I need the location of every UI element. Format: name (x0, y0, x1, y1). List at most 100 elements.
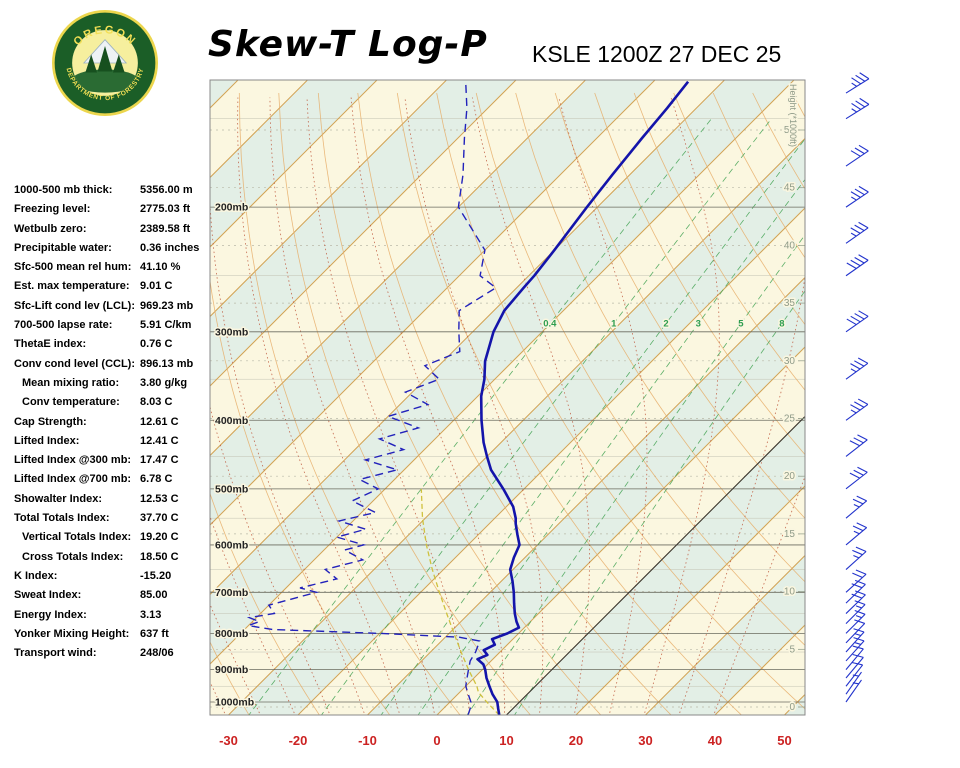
stat-row: Lifted Index @300 mb: 17.47 C (14, 451, 214, 470)
pressure-label: 800mb (215, 628, 248, 640)
stat-label: Precipitable water: (14, 241, 112, 254)
dewpoint-profile-line (245, 81, 498, 715)
wind-barb (845, 619, 866, 644)
mixing-ratio-label: 8 (779, 318, 784, 329)
temp-axis-label: 30 (638, 733, 652, 748)
pressure-label: 400mb (215, 415, 248, 427)
height-tick-label: 15 (784, 529, 796, 540)
stat-row: Mean mixing ratio: 3.80 g/kg (14, 374, 214, 393)
stat-value: 19.20 C (140, 531, 179, 544)
stat-row: Energy Index: 3.13 (14, 606, 214, 625)
stat-row: ThetaE index: 0.76 C (14, 335, 214, 354)
stat-value: 637 ft (140, 627, 169, 640)
wind-barb (845, 600, 866, 625)
stat-value: 12.61 C (140, 415, 179, 428)
height-tick-label: 35 (784, 298, 796, 309)
stat-label: Total Totals Index: (14, 512, 110, 525)
height-tick-label: 20 (784, 471, 796, 482)
height-tick-label: 0 (789, 702, 795, 713)
stat-label: Lifted Index @700 mb: (14, 473, 132, 486)
height-tick-label: 10 (784, 587, 796, 598)
stat-row: Total Totals Index: 37.70 C (14, 509, 214, 528)
wind-barbs (845, 72, 870, 703)
temp-axis-label: -30 (219, 733, 238, 748)
stat-label: Cross Totals Index: (22, 550, 124, 563)
mixing-ratio-label: 1 (611, 318, 617, 329)
stat-label: Est. max temperature: (14, 280, 130, 293)
wind-barb (845, 579, 866, 604)
stat-row: Sfc-Lift cond lev (LCL): 969.23 mb (14, 297, 214, 316)
wind-barb (845, 522, 868, 546)
wind-barb (845, 495, 868, 519)
plot-frame (209, 79, 806, 716)
stat-value: 0.76 C (140, 338, 173, 351)
stat-value: 3.80 g/kg (140, 376, 188, 389)
stat-value: 248/06 (140, 647, 174, 660)
wind-barb (845, 97, 870, 120)
wind-barb (845, 357, 869, 380)
dry-adiabat-lines (210, 92, 805, 715)
reference-line (506, 415, 805, 715)
height-axis-title: Height (*1000ft) (788, 84, 798, 147)
stat-label: Transport wind: (14, 647, 97, 660)
logo-ground (72, 69, 138, 93)
tree-icon (112, 54, 125, 73)
stat-label: K Index: (14, 569, 58, 582)
logo-scene (72, 39, 138, 93)
wind-barb (845, 398, 869, 421)
stat-row: Lifted Index @700 mb: 6.78 C (14, 470, 214, 489)
wind-barb (845, 671, 862, 695)
stat-row: 1000-500 mb thick: 5356.00 m (14, 181, 214, 200)
stat-value: 9.01 C (140, 280, 173, 293)
tree-icon (97, 46, 113, 72)
wind-barb (845, 185, 869, 208)
stat-row: Vertical Totals Index: 19.20 C (14, 528, 214, 547)
stats-panel: 1000-500 mb thick: 5356.00 m Freezing leve… (14, 181, 214, 663)
wind-barb (845, 569, 867, 593)
pressure-minor-gridlines (210, 118, 805, 687)
stat-label: Lifted Index @300 mb: (14, 454, 132, 467)
pressure-major-gridlines (210, 206, 805, 703)
temp-axis-label: -10 (358, 733, 377, 748)
stat-row: Sweat Index: 85.00 (14, 586, 214, 605)
stat-row: Cross Totals Index: 18.50 C (14, 548, 214, 567)
wind-barb (845, 221, 869, 244)
temp-axis-label: 10 (499, 733, 513, 748)
stat-value: 896.13 mb (140, 357, 194, 370)
stat-label: Sfc-Lift cond lev (LCL): (14, 299, 135, 312)
stat-label: Yonker Mixing Height: (14, 627, 130, 640)
stat-label: Energy Index: (14, 608, 87, 621)
stat-row: Est. max temperature: 9.01 C (14, 277, 214, 296)
stat-row: Freezing level: 2775.03 ft (14, 200, 214, 219)
stat-value: 17.47 C (140, 454, 179, 467)
temperature-profile-line (476, 80, 690, 715)
stat-value: 6.78 C (140, 473, 173, 486)
stat-row: Yonker Mixing Height: 637 ft (14, 625, 214, 644)
wind-barb (845, 72, 870, 94)
stat-label: Mean mixing ratio: (22, 376, 120, 389)
wind-barb (845, 466, 868, 490)
stat-value: 3.13 (140, 608, 162, 621)
pressure-label: 500mb (215, 483, 248, 495)
pressure-label: 600mb (215, 539, 248, 551)
wind-barb (845, 144, 869, 167)
stat-value: 2389.58 ft (140, 222, 191, 235)
mixing-ratio-labels: 0.4 1 2 3 5 8 (542, 317, 786, 331)
stat-label: Sfc-500 mean rel hum: (14, 261, 132, 274)
stat-row: Conv temperature: 8.03 C (14, 393, 214, 412)
stat-label: Wetbulb zero: (14, 222, 87, 235)
stat-value: -15.20 (140, 569, 172, 582)
stat-row: Cap Strength: 12.61 C (14, 413, 214, 432)
pressure-label: 200mb (215, 202, 248, 214)
stat-value: 969.23 mb (140, 299, 194, 312)
wind-barb (845, 610, 866, 634)
station-datetime: KSLE 1200Z 27 DEC 25 (532, 41, 782, 67)
stat-label: ThetaE index: (14, 338, 87, 351)
stat-label: 1000-500 mb thick: (14, 184, 113, 196)
temp-axis-label: -20 (289, 733, 308, 748)
mixing-ratio-label: 3 (696, 318, 701, 329)
stat-value: 12.53 C (140, 492, 179, 505)
wind-barb (845, 590, 866, 614)
